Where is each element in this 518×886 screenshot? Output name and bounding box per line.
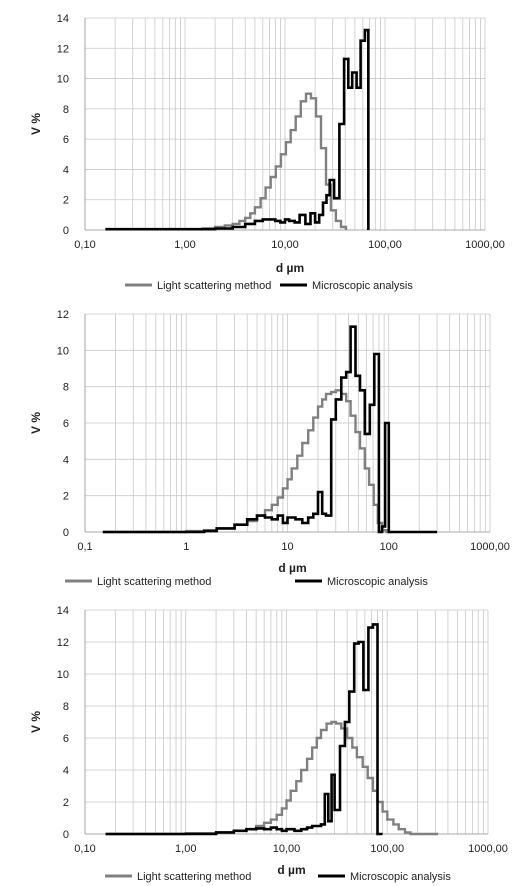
chart-3-ytick-label: 6: [63, 733, 69, 745]
chart-2-ytick-label: 12: [57, 309, 69, 321]
chart-1-ytick-label: 6: [63, 134, 69, 146]
chart-3-y-axis-label: V %: [29, 711, 43, 733]
chart-3-xtick-label: 1000,00: [468, 843, 508, 855]
chart-1-xtick-label: 10,00: [271, 239, 299, 251]
chart-2-xtick-label: 1: [183, 541, 189, 553]
chart-1-xtick-label: 1,00: [174, 239, 195, 251]
chart-1: 0 2 4 6 8 10 12 14 0,10 1,00 10,00 100,00 1000,00 d µ…: [29, 13, 505, 292]
chart-2-ytick-label: 4: [63, 454, 69, 466]
chart-2-ytick-label: 10: [57, 345, 69, 357]
chart-1-ytick-label: 12: [57, 43, 69, 55]
chart-2-series-light-scattering-line: [102, 389, 391, 534]
chart-1-ytick-label: 4: [63, 164, 69, 176]
chart-2-ytick-label: 0: [63, 527, 69, 539]
chart-1-xtick-label: 0,10: [74, 239, 95, 251]
chart-2-legend-label: Microscopic analysis: [327, 576, 428, 588]
chart-1-ytick-label: 0: [63, 225, 69, 237]
chart-3-ytick-label: 12: [57, 637, 69, 649]
chart-3-legend-label: Microscopic analysis: [350, 871, 451, 883]
chart-1-xtick-label: 100,00: [368, 239, 402, 251]
chart-2-ytick-label: 2: [63, 491, 69, 503]
chart-2: 0 2 4 6 8 10 12 0,1 1 10 100 1000,00 d µm V % Light sc…: [29, 309, 510, 588]
chart-2-xtick-label: 1000,00: [470, 541, 510, 553]
chart-3: 0 2 4 6 8 10 12 14 0,10 1,00 10,00 100,00 1000,00 d µ…: [29, 605, 508, 883]
chart-2-xtick-label: 10: [281, 541, 293, 553]
chart-3-ytick-label: 2: [63, 797, 69, 809]
chart-3-ytick-label: 14: [57, 605, 69, 617]
chart-2-legend-label: Light scattering method: [97, 576, 211, 588]
chart-3-legend-label: Light scattering method: [137, 871, 251, 883]
chart-1-ytick-label: 8: [63, 104, 69, 116]
chart-3-ytick-label: 4: [63, 765, 69, 777]
chart-3-ytick-label: 8: [63, 701, 69, 713]
chart-3-xtick-label: 0,10: [74, 843, 95, 855]
chart-3-series-microscopic-line: [105, 623, 383, 836]
chart-2-xtick-label: 100: [380, 541, 398, 553]
chart-1-series-light-scattering-line: [105, 92, 348, 231]
chart-2-series-microscopic-line: [102, 325, 438, 534]
chart-3-ytick-label: 10: [57, 669, 69, 681]
chart-1-legend-label: Light scattering method: [157, 280, 271, 292]
chart-1-legend-label: Microscopic analysis: [312, 280, 413, 292]
chart-3-ytick-label: 0: [63, 829, 69, 841]
chart-2-ytick-label: 6: [63, 418, 69, 430]
chart-2-xtick-label: 0,1: [77, 541, 92, 553]
chart-1-y-axis-label: V %: [29, 113, 43, 135]
chart-1-series-microscopic-line: [105, 28, 370, 231]
chart-3-xtick-label: 1,00: [175, 843, 196, 855]
chart-1-x-axis-label: d µm: [276, 261, 304, 275]
chart-1-ytick-label: 2: [63, 195, 69, 207]
chart-2-ytick-label: 8: [63, 382, 69, 394]
chart-1-ytick-label: 10: [57, 74, 69, 86]
chart-2-x-axis-label: d µm: [278, 561, 306, 575]
chart-3-series-light-scattering-line: [105, 720, 439, 836]
chart-3-xtick-label: 10,00: [273, 843, 301, 855]
chart-3-x-axis-label: d µm: [277, 863, 305, 877]
chart-3-xtick-label: 100,00: [370, 843, 404, 855]
chart-2-y-axis-label: V %: [29, 412, 43, 434]
chart-1-ytick-label: 14: [57, 13, 69, 25]
chart-1-xtick-label: 1000,00: [465, 239, 505, 251]
